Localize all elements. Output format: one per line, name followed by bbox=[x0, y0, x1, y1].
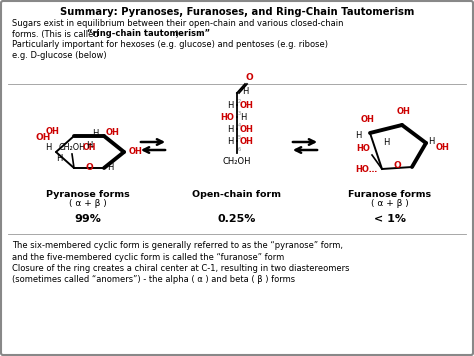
Text: OH: OH bbox=[240, 125, 254, 134]
Text: CH₂OH: CH₂OH bbox=[223, 157, 251, 166]
Text: OH: OH bbox=[106, 128, 120, 137]
Text: HO: HO bbox=[356, 144, 370, 153]
Text: H: H bbox=[228, 100, 234, 110]
Text: Pyranose forms: Pyranose forms bbox=[46, 190, 130, 199]
Text: and the five-membered cyclic form is called the “furanose” form: and the five-membered cyclic form is cal… bbox=[12, 252, 284, 262]
Text: 99%: 99% bbox=[74, 214, 101, 224]
Text: < 1%: < 1% bbox=[374, 214, 406, 224]
Text: H: H bbox=[228, 125, 234, 134]
Text: forms. (This is called: forms. (This is called bbox=[12, 30, 101, 38]
Text: OH: OH bbox=[436, 142, 450, 152]
Text: OH: OH bbox=[397, 107, 411, 116]
Text: H: H bbox=[383, 138, 389, 147]
Text: Sugars exist in equilibrium between their open-chain and various closed-chain: Sugars exist in equilibrium between thei… bbox=[12, 19, 344, 28]
Text: O: O bbox=[246, 73, 254, 82]
Text: OH: OH bbox=[240, 100, 254, 110]
Text: OH: OH bbox=[83, 143, 97, 152]
Text: OH: OH bbox=[46, 127, 60, 136]
Text: H: H bbox=[56, 154, 62, 163]
Text: HO…: HO… bbox=[356, 164, 378, 173]
Text: The six-membered cyclic form is generally referred to as the “pyranose” form,: The six-membered cyclic form is generall… bbox=[12, 241, 343, 250]
Text: Open-chain form: Open-chain form bbox=[192, 190, 282, 199]
Text: 0.25%: 0.25% bbox=[218, 214, 256, 224]
Text: Furanose forms: Furanose forms bbox=[348, 190, 431, 199]
Text: O: O bbox=[85, 163, 93, 173]
Text: H: H bbox=[86, 141, 92, 150]
Text: 3: 3 bbox=[238, 111, 241, 116]
Text: HO: HO bbox=[220, 112, 234, 121]
Text: ( α + β ): ( α + β ) bbox=[69, 199, 107, 208]
Text: H: H bbox=[242, 87, 248, 95]
Text: Closure of the ring creates a chiral center at C-1, resulting in two diastereome: Closure of the ring creates a chiral cen… bbox=[12, 264, 349, 273]
Text: H: H bbox=[428, 136, 434, 146]
Text: ): ) bbox=[173, 30, 179, 38]
Text: 6: 6 bbox=[238, 147, 241, 152]
Text: e.g. D-glucose (below): e.g. D-glucose (below) bbox=[12, 51, 107, 59]
Text: OH: OH bbox=[129, 147, 143, 157]
Text: O: O bbox=[393, 162, 401, 171]
Text: 5: 5 bbox=[238, 135, 241, 140]
Text: H: H bbox=[356, 131, 362, 140]
Text: H: H bbox=[228, 136, 234, 146]
Text: OH: OH bbox=[36, 134, 51, 142]
Text: Summary: Pyranoses, Furanoses, and Ring-Chain Tautomerism: Summary: Pyranoses, Furanoses, and Ring-… bbox=[60, 7, 414, 17]
Text: H: H bbox=[107, 163, 113, 173]
Text: (sometimes called “anomers”) - the alpha ( α ) and beta ( β ) forms: (sometimes called “anomers”) - the alpha… bbox=[12, 276, 295, 284]
Text: H: H bbox=[240, 112, 246, 121]
Text: 2: 2 bbox=[238, 99, 241, 104]
Text: OH: OH bbox=[361, 115, 375, 124]
Text: OH: OH bbox=[240, 136, 254, 146]
Text: H: H bbox=[92, 130, 99, 138]
Text: ( α + β ): ( α + β ) bbox=[371, 199, 409, 208]
Text: H: H bbox=[45, 143, 51, 152]
Text: 4: 4 bbox=[238, 123, 241, 128]
Text: “ring-chain tautomerism”: “ring-chain tautomerism” bbox=[87, 30, 210, 38]
Text: Particularly important for hexoses (e.g. glucose) and pentoses (e.g. ribose): Particularly important for hexoses (e.g.… bbox=[12, 40, 328, 49]
Text: CH₂OH: CH₂OH bbox=[58, 143, 85, 152]
